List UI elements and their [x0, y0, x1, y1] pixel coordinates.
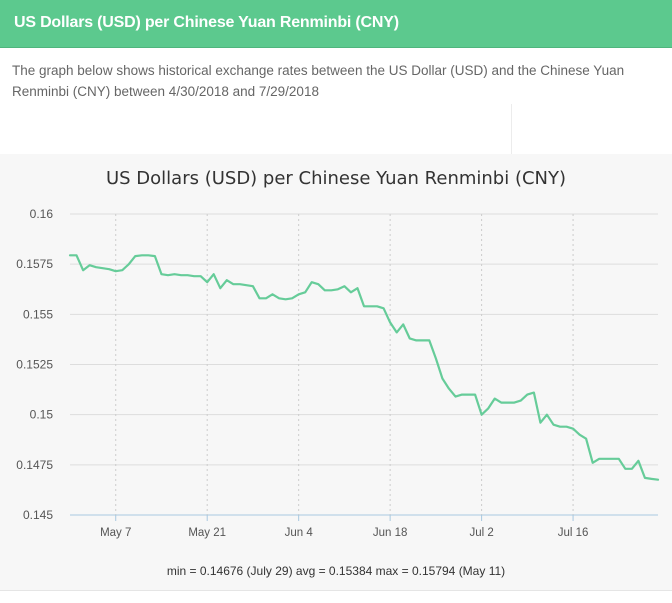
series-line: [68, 254, 660, 481]
summary-stats: min = 0.14676 (July 29) avg = 0.15384 ma…: [167, 564, 505, 578]
y-tick-label: 0.1525: [16, 358, 53, 372]
chart-description: The graph below shows historical exchang…: [12, 63, 625, 99]
page-title: US Dollars (USD) per Chinese Yuan Renmin…: [14, 14, 399, 31]
bottom-strip: [0, 590, 672, 603]
axis-layer: 0.16 0.1575 0.155 0.1525 0.15 0.1475 0.145 May …: [16, 207, 588, 539]
divider: [511, 104, 512, 154]
x-tick-label: Jun 18: [373, 527, 408, 539]
y-tick-label: 0.16: [30, 207, 54, 221]
x-tick-label: Jul 16: [558, 527, 589, 539]
x-tick-label: Jul 2: [469, 527, 493, 539]
y-tick-label: 0.1575: [16, 257, 53, 271]
chart-panel: [0, 154, 672, 590]
chart-title: US Dollars (USD) per Chinese Yuan Renmin…: [106, 168, 566, 189]
grid-layer: [70, 213, 658, 516]
x-tick-label: Jun 4: [285, 527, 314, 539]
x-tick-label: May 21: [188, 527, 226, 539]
y-tick-label: 0.155: [23, 307, 53, 321]
page-header: US Dollars (USD) per Chinese Yuan Renmin…: [0, 0, 672, 48]
y-tick-label: 0.145: [23, 508, 53, 522]
y-tick-label: 0.1475: [16, 458, 53, 472]
series-layer: [68, 254, 660, 481]
x-tick-label: May 7: [100, 527, 131, 539]
y-tick-label: 0.15: [30, 408, 54, 422]
